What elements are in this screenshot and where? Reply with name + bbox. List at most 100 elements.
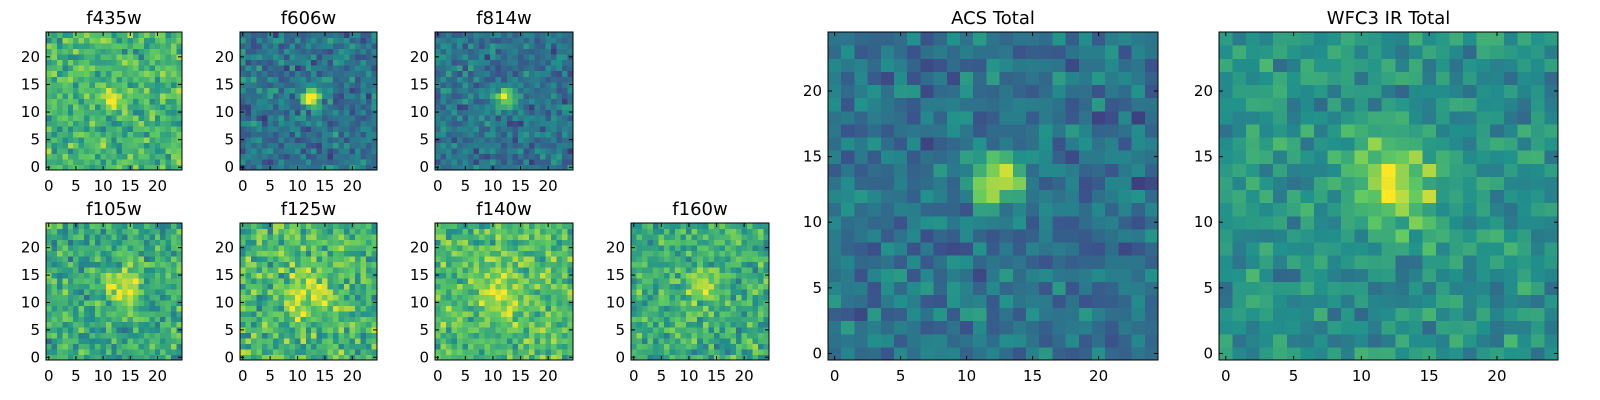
heatmap-cell	[462, 288, 469, 295]
heatmap-cell	[986, 255, 1001, 269]
heatmap-cell	[473, 87, 480, 94]
heatmap-cell	[67, 266, 74, 273]
heatmap-cell	[495, 332, 502, 339]
heatmap-cell	[171, 349, 178, 356]
heatmap-cell	[300, 294, 307, 301]
heatmap-cell	[338, 250, 345, 257]
heatmap-cell	[84, 239, 91, 246]
heatmap-cell	[240, 59, 247, 66]
heatmap-cell	[473, 65, 480, 72]
heatmap-cell	[763, 228, 770, 235]
heatmap-cell	[490, 54, 497, 61]
heatmap-cell	[333, 255, 340, 262]
heatmap-cell	[143, 277, 150, 284]
heatmap-cell	[550, 37, 558, 44]
heatmap-cell	[550, 277, 558, 284]
heatmap-cell	[171, 354, 178, 361]
heatmap-cell	[73, 338, 80, 345]
heatmap-cell	[719, 321, 726, 328]
heatmap-cell	[349, 316, 356, 323]
heatmap-cell	[138, 310, 145, 317]
heatmap-cell	[289, 294, 296, 301]
heatmap-cell	[440, 131, 447, 138]
heatmap-cell	[686, 250, 693, 257]
heatmap-cell	[240, 76, 247, 83]
heatmap-cell	[143, 288, 150, 295]
heatmap-cell	[841, 307, 855, 322]
heatmap-cell	[451, 349, 458, 356]
heatmap-cell	[333, 261, 340, 268]
heatmap-cell	[89, 43, 96, 50]
heatmap-cell	[658, 305, 665, 312]
heatmap-cell	[344, 343, 351, 350]
heatmap-cell	[300, 147, 307, 155]
heatmap-cell	[78, 114, 85, 121]
heatmap-cell	[355, 153, 362, 160]
heatmap-cell	[349, 244, 356, 251]
heatmap-cell	[360, 48, 367, 55]
heatmap-cell	[272, 343, 279, 350]
heatmap-cell	[1026, 189, 1040, 204]
heatmap-cell	[1026, 163, 1040, 177]
heatmap-cell	[550, 70, 558, 77]
heatmap-cell	[360, 228, 367, 235]
heatmap-cell	[62, 310, 69, 317]
heatmap-cell	[708, 272, 715, 279]
heatmap-cell	[686, 255, 693, 262]
x-tick-label: 10	[94, 177, 113, 195]
heatmap-cell	[267, 153, 274, 160]
heatmap-cell	[78, 277, 85, 284]
heatmap-cell	[528, 81, 535, 88]
heatmap-cell	[512, 32, 519, 39]
heatmap-cell	[506, 239, 513, 246]
heatmap-cell	[534, 109, 541, 116]
heatmap-cell	[473, 288, 480, 295]
heatmap-cell	[490, 103, 497, 110]
heatmap-cell	[440, 305, 447, 312]
heatmap-cell	[567, 343, 574, 350]
heatmap-cell	[267, 158, 274, 166]
heatmap-cell	[920, 333, 935, 348]
heatmap-cell	[567, 294, 574, 301]
heatmap-cell	[105, 233, 112, 241]
heatmap-cell	[256, 294, 263, 301]
heatmap-cell	[512, 136, 519, 143]
heatmap-cell	[51, 43, 58, 50]
heatmap-cell	[451, 32, 458, 39]
heatmap-cell	[360, 294, 367, 301]
heatmap-cell	[160, 158, 167, 166]
heatmap-cell	[746, 261, 754, 268]
heatmap-cell	[84, 343, 91, 350]
heatmap-cell	[322, 109, 329, 116]
heatmap-cell	[371, 92, 378, 99]
heatmap-cell	[100, 310, 107, 317]
heatmap-cell	[894, 150, 908, 164]
heatmap-cell	[735, 244, 742, 251]
heatmap-cell	[105, 92, 112, 99]
heatmap-cell	[708, 305, 715, 312]
heatmap-cell	[539, 354, 546, 361]
heatmap-cell	[73, 349, 80, 356]
heatmap-cell	[517, 37, 524, 44]
heatmap-cell	[973, 228, 987, 243]
heatmap-cell	[245, 70, 252, 77]
heatmap-cell	[294, 288, 301, 295]
heatmap-cell	[462, 109, 469, 116]
heatmap-cell	[267, 131, 274, 138]
heatmap-cell	[311, 109, 318, 116]
heatmap-cell	[300, 354, 307, 361]
heatmap-cell	[289, 250, 296, 257]
heatmap-cell	[160, 125, 167, 132]
heatmap-cell	[534, 244, 541, 251]
heatmap-cell	[360, 37, 367, 44]
heatmap-cell	[122, 70, 129, 77]
heatmap-cell	[528, 54, 535, 61]
heatmap-cell	[631, 343, 638, 350]
heatmap-cell	[658, 343, 665, 350]
heatmap-cell	[534, 250, 541, 257]
heatmap-cell	[267, 294, 274, 301]
heatmap-cell	[523, 244, 530, 251]
heatmap-cell	[355, 142, 362, 149]
heatmap-cell	[122, 158, 129, 166]
heatmap-cell	[245, 288, 252, 295]
